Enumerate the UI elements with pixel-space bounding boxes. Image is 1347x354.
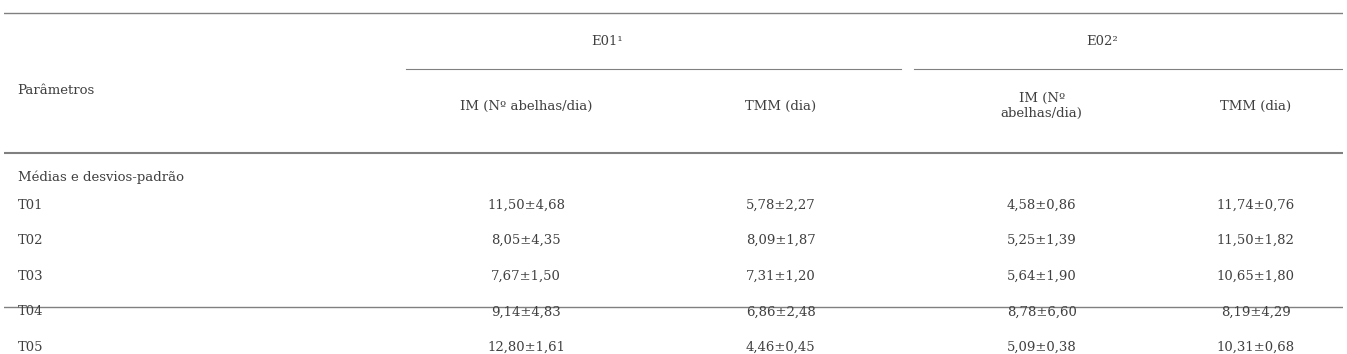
Text: 5,09±0,38: 5,09±0,38	[1006, 341, 1076, 354]
Text: T04: T04	[18, 305, 43, 318]
Text: TMM (dia): TMM (dia)	[745, 100, 816, 113]
Text: 4,58±0,86: 4,58±0,86	[1006, 199, 1076, 212]
Text: 6,86±2,48: 6,86±2,48	[746, 305, 815, 318]
Text: 5,78±2,27: 5,78±2,27	[746, 199, 815, 212]
Text: E01¹: E01¹	[591, 35, 622, 48]
Text: 8,05±4,35: 8,05±4,35	[492, 234, 562, 247]
Text: Parâmetros: Parâmetros	[18, 84, 94, 97]
Text: 10,65±1,80: 10,65±1,80	[1216, 270, 1294, 283]
Text: 9,14±4,83: 9,14±4,83	[492, 305, 562, 318]
Text: 5,25±1,39: 5,25±1,39	[1006, 234, 1076, 247]
Text: 4,46±0,45: 4,46±0,45	[746, 341, 815, 354]
Text: 11,50±1,82: 11,50±1,82	[1216, 234, 1294, 247]
Text: 8,09±1,87: 8,09±1,87	[746, 234, 815, 247]
Text: 7,31±1,20: 7,31±1,20	[746, 270, 815, 283]
Text: 8,19±4,29: 8,19±4,29	[1220, 305, 1290, 318]
Text: 11,50±4,68: 11,50±4,68	[488, 199, 566, 212]
Text: T03: T03	[18, 270, 43, 283]
Text: T02: T02	[18, 234, 43, 247]
Text: T01: T01	[18, 199, 43, 212]
Text: 5,64±1,90: 5,64±1,90	[1006, 270, 1076, 283]
Text: 12,80±1,61: 12,80±1,61	[488, 341, 566, 354]
Text: 10,31±0,68: 10,31±0,68	[1216, 341, 1294, 354]
Text: IM (Nº
abelhas/dia): IM (Nº abelhas/dia)	[1001, 92, 1083, 120]
Text: 11,74±0,76: 11,74±0,76	[1216, 199, 1294, 212]
Text: IM (Nº abelhas/dia): IM (Nº abelhas/dia)	[461, 100, 593, 113]
Text: Médias e desvios-padrão: Médias e desvios-padrão	[18, 171, 183, 184]
Text: 7,67±1,50: 7,67±1,50	[492, 270, 562, 283]
Text: 8,78±6,60: 8,78±6,60	[1006, 305, 1076, 318]
Text: E02²: E02²	[1086, 35, 1118, 48]
Text: TMM (dia): TMM (dia)	[1220, 100, 1292, 113]
Text: T05: T05	[18, 341, 43, 354]
